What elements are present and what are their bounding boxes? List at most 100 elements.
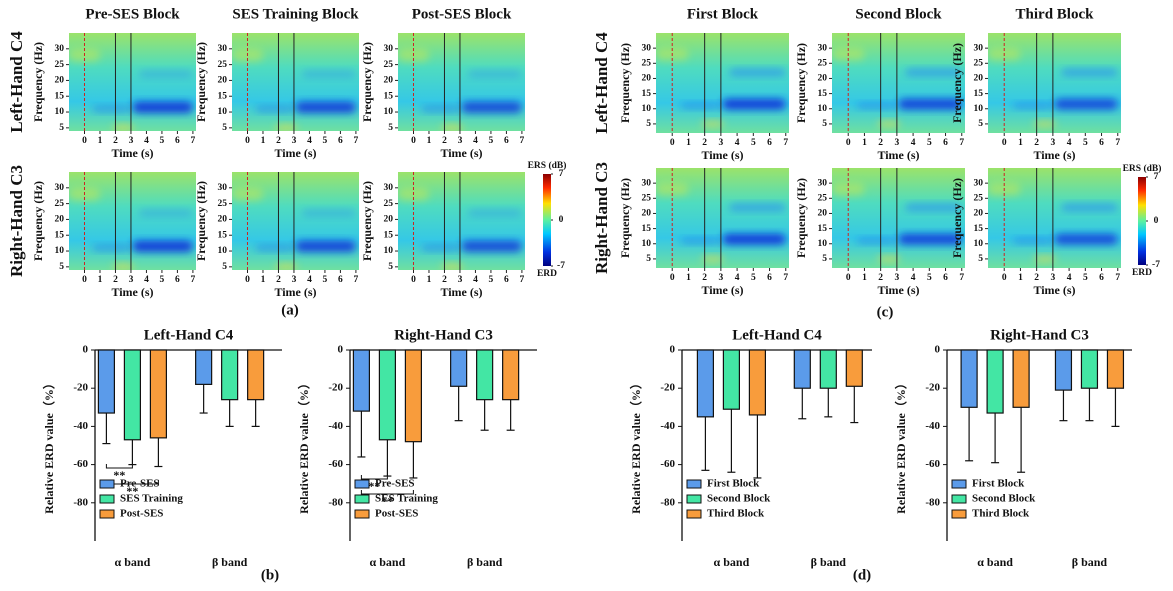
colorbar-tick-label: -7 xyxy=(557,261,565,271)
spectrogram-background xyxy=(398,33,525,131)
x-tick-label: 5 xyxy=(160,136,165,146)
colorbar-low-label: ERD xyxy=(1132,268,1152,278)
y-tick-label: 10 xyxy=(974,104,984,114)
y-tick-label: 10 xyxy=(55,246,65,256)
spectrogram-blob xyxy=(1060,203,1118,212)
legend-label: SES Training xyxy=(120,493,183,505)
x-tick-label: 7 xyxy=(1115,273,1120,283)
significance-bracket xyxy=(360,490,414,495)
x-tick-label: 5 xyxy=(751,138,756,148)
spectrogram-blob xyxy=(898,98,962,110)
bar xyxy=(1106,349,1125,389)
spectrogram-blob xyxy=(461,240,522,252)
y-tick-label: -80 xyxy=(73,496,88,508)
x-tick-label: 5 xyxy=(489,136,494,146)
x-axis-label: Time (s) xyxy=(274,285,316,299)
colorbar-tick-label: 7 xyxy=(1154,172,1159,182)
spectrogram-blob xyxy=(132,101,193,113)
x-axis-label: Time (s) xyxy=(440,285,482,299)
bar xyxy=(97,349,116,414)
x-tick-label: 2 xyxy=(442,136,447,146)
legend-swatch xyxy=(951,494,967,504)
x-tick-label: 5 xyxy=(323,136,328,146)
y-tick-label: 10 xyxy=(384,107,394,117)
spectrogram-background xyxy=(988,33,1121,133)
colorbar-title: ERS (dB) xyxy=(1123,163,1162,174)
y-tick-label: 5 xyxy=(646,119,651,129)
y-tick-label: 20 xyxy=(974,74,984,84)
y-tick-label: 0 xyxy=(338,344,344,356)
significance-bracket xyxy=(360,475,388,480)
spectrogram-blob xyxy=(301,209,356,218)
bar xyxy=(960,349,978,408)
legend-swatch xyxy=(686,479,702,489)
x-tick-label: 5 xyxy=(489,275,494,285)
x-tick-label: 7 xyxy=(520,275,525,285)
y-tick-label: 0 xyxy=(935,344,941,356)
x-tick-label: 3 xyxy=(719,273,724,283)
spectrogram-blob xyxy=(898,233,962,245)
y-tick-label: 15 xyxy=(384,230,394,240)
y-tick-label: 25 xyxy=(818,58,828,68)
x-tick-label: 1 xyxy=(1018,273,1023,283)
y-tick-label: 5 xyxy=(978,119,983,129)
spectrogram-blob xyxy=(441,263,464,270)
spectrogram-image xyxy=(69,172,196,270)
spectrogram-image xyxy=(232,33,359,131)
x-tick-label: 4 xyxy=(307,136,312,146)
y-tick-label: 30 xyxy=(218,183,228,193)
spectrogram-blob xyxy=(92,244,131,252)
y-tick-label: 20 xyxy=(974,209,984,219)
x-tick-label: 3 xyxy=(292,136,297,146)
spectrogram-blob xyxy=(728,203,786,212)
y-tick-label: 15 xyxy=(218,230,228,240)
bar xyxy=(247,349,265,401)
y-axis-label: Relative ERD value（%） xyxy=(628,377,643,514)
y-tick-label: -80 xyxy=(328,496,343,508)
x-axis-label: Time (s) xyxy=(111,146,153,160)
spectrogram-blob xyxy=(904,203,962,212)
y-tick-label: 15 xyxy=(642,224,652,234)
spectrogram-blob xyxy=(701,255,725,262)
y-tick-label: 5 xyxy=(222,123,227,133)
spectrogram-background xyxy=(988,168,1121,268)
spectrogram-blob xyxy=(680,102,721,109)
chart-title: Right-Hand C3 xyxy=(394,327,493,343)
spectrogram-blob xyxy=(467,70,522,79)
y-tick-label: -60 xyxy=(328,458,343,470)
x-tick-label: 0 xyxy=(82,136,87,146)
x-tick-label: 6 xyxy=(1099,138,1104,148)
bar xyxy=(123,349,142,441)
bar xyxy=(502,349,520,401)
y-tick-label: -40 xyxy=(73,420,88,432)
bar xyxy=(986,349,1004,414)
colorbar xyxy=(543,174,551,266)
y-tick-label: -40 xyxy=(328,420,343,432)
y-tick-label: 15 xyxy=(974,89,984,99)
x-tick-label: 5 xyxy=(160,275,165,285)
colorbar xyxy=(1138,177,1146,265)
bar xyxy=(793,349,811,389)
x-tick-label: α band xyxy=(115,555,151,569)
x-tick-label: 0 xyxy=(411,275,416,285)
y-tick-label: 20 xyxy=(55,215,65,225)
spectrogram-background xyxy=(232,172,359,270)
legend-label: SES Training xyxy=(375,493,438,505)
legend-swatch xyxy=(99,494,115,504)
x-tick-label: 1 xyxy=(686,273,691,283)
y-tick-label: 20 xyxy=(218,76,228,86)
y-tick-label: -40 xyxy=(925,420,940,432)
spectrogram-blob xyxy=(722,98,786,110)
spectrogram-background xyxy=(398,172,525,270)
spectrogram-background xyxy=(69,33,196,131)
legend-label: Post-SES xyxy=(375,508,418,520)
x-tick-label: 5 xyxy=(1083,273,1088,283)
x-tick-label: 2 xyxy=(442,275,447,285)
x-tick-label: 1 xyxy=(862,138,867,148)
x-tick-label: 3 xyxy=(458,275,463,285)
column-title: Second Block xyxy=(855,6,942,22)
x-tick-label: 0 xyxy=(245,136,250,146)
x-tick-label: 6 xyxy=(943,273,948,283)
x-tick-label: 0 xyxy=(411,136,416,146)
x-tick-label: α band xyxy=(370,555,406,569)
